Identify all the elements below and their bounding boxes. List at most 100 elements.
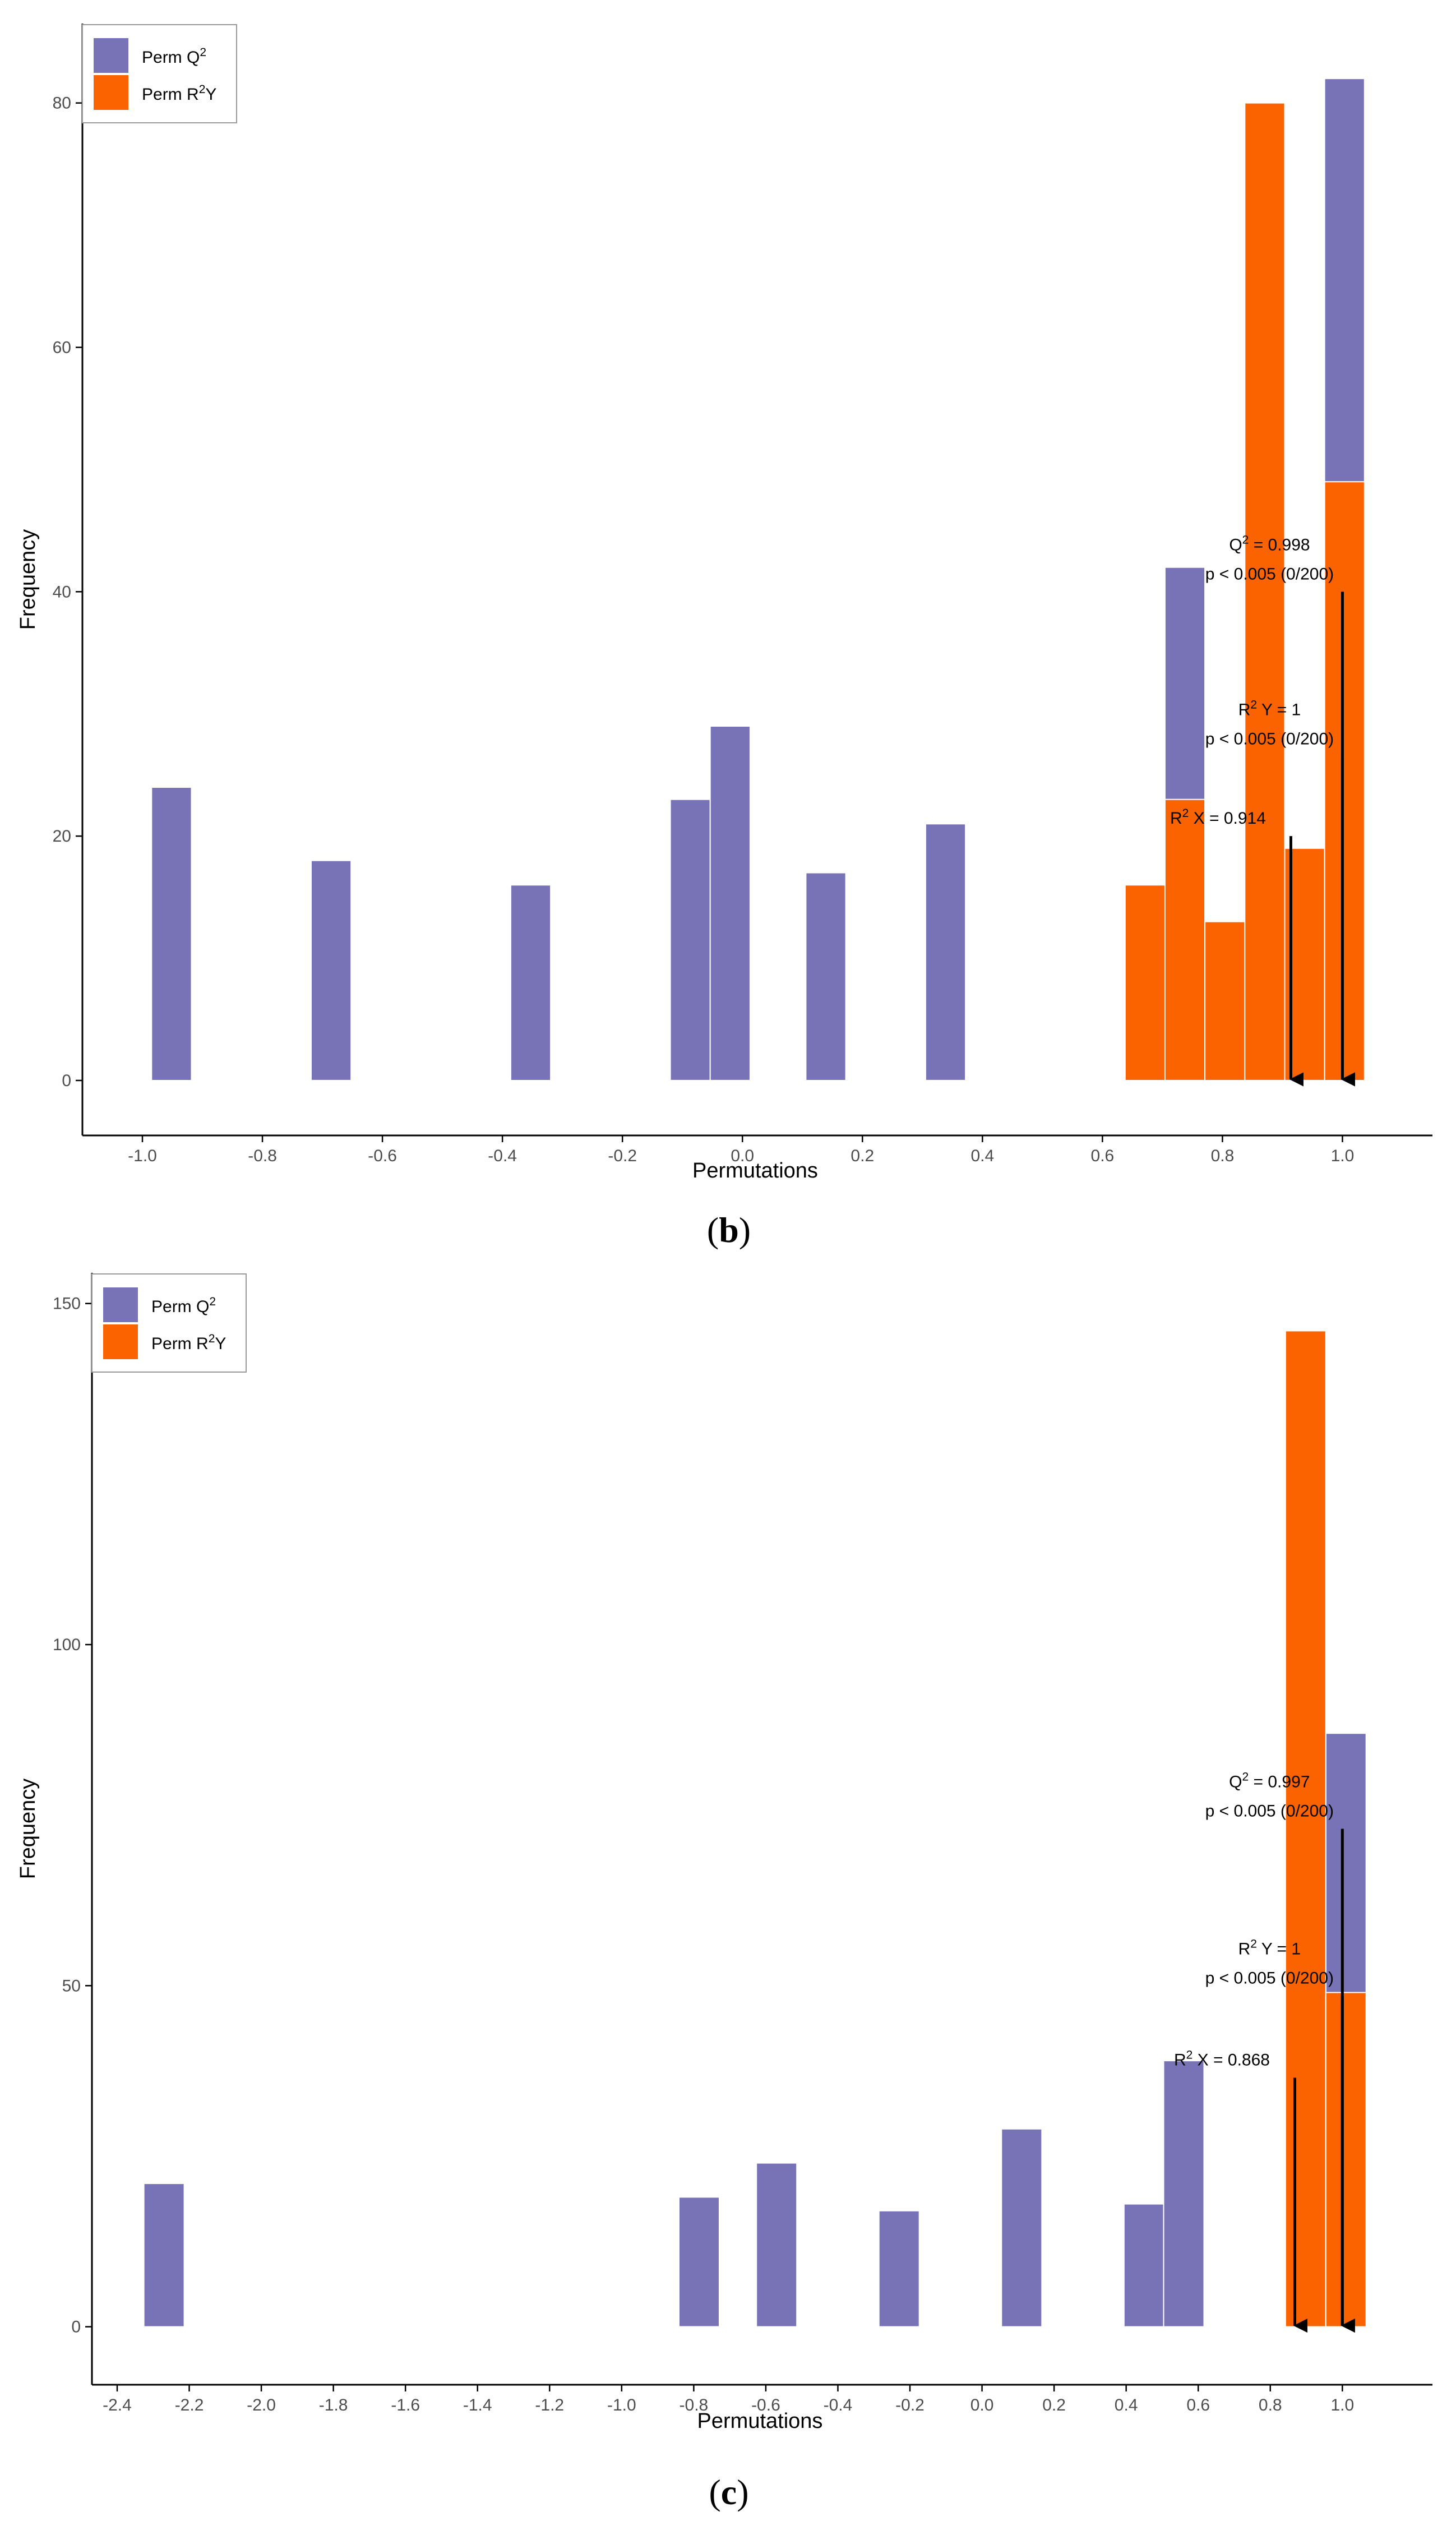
y-axis-title: Frequency [16, 1779, 40, 1880]
annotation-sup: 2 [1182, 807, 1189, 820]
bar-q2 [805, 872, 847, 1081]
x-tick-label: -0.2 [608, 1147, 637, 1165]
annotation-text: R2 X = 0.868 [1174, 2049, 1270, 2070]
bar-q2 [311, 860, 352, 1081]
x-tick-label: -2.4 [103, 2396, 132, 2414]
series-r2y [1284, 1330, 1367, 2328]
legend-label-main: Perm Q [151, 1297, 209, 1316]
annotation-sup: 2 [1186, 2049, 1193, 2062]
legend-label-after: Y [215, 1335, 226, 1353]
annotation-r2y: R2 Y = 1 p < 0.005 (0/200) [1205, 1938, 1355, 2333]
x-tick-label: -0.4 [824, 2396, 853, 2414]
bar-q2 [678, 2196, 720, 2328]
legend-label-main: Perm R [142, 85, 199, 104]
legend-swatch-q2 [94, 38, 128, 73]
y-tick-label: 80 [53, 94, 71, 113]
annotation-symbol: Q [1229, 535, 1242, 554]
x-tick-label: -0.4 [488, 1147, 517, 1165]
x-tick-label: -0.2 [895, 2396, 925, 2414]
x-tick-label: 0.6 [1091, 1147, 1115, 1165]
panel-label-open-paren: ( [709, 2472, 720, 2512]
x-tick-label: -1.2 [535, 2396, 564, 2414]
bar-q2 [1001, 2128, 1043, 2328]
annotation-line: p < 0.005 (0/200) [1205, 565, 1334, 583]
x-tick-label: 0.8 [1259, 2396, 1282, 2414]
x-tick-label: 0.0 [970, 2396, 994, 2414]
x-tick-label: -0.6 [368, 1147, 397, 1165]
bar-q2 [510, 884, 552, 1082]
legend-label-main: Perm R [151, 1335, 209, 1353]
legend-swatch-q2 [103, 1287, 138, 1322]
x-tick-label: -1.6 [391, 2396, 420, 2414]
x-tick-label: -0.8 [248, 1147, 277, 1165]
x-tick-label: 0.4 [970, 1147, 994, 1165]
y-tick-label: 20 [53, 827, 71, 846]
annotation-value: X = 0.868 [1192, 2051, 1270, 2070]
panel-label-letter: b [719, 1210, 739, 1250]
bar-r2y [1325, 1992, 1367, 2328]
y-tick-label: 60 [53, 338, 71, 357]
annotation-sup: 2 [1242, 533, 1249, 546]
annotation-value: X = 0.914 [1189, 809, 1266, 828]
annotation-text: p < 0.005 (0/200) [1205, 729, 1334, 748]
annotation-symbol: R [1174, 2051, 1186, 2070]
legend-label-sup: 2 [209, 1295, 216, 1308]
legend-label-sup: 2 [199, 83, 206, 96]
bar-q2 [925, 823, 967, 1081]
y-tick-label: 0 [71, 2318, 81, 2337]
y-tick-label: 40 [53, 583, 71, 601]
annotation-line: p < 0.005 (0/200) [1205, 1802, 1334, 1821]
x-tick-label: 0.0 [731, 1147, 754, 1165]
y-tick-label: 0 [62, 1072, 71, 1090]
bar-r2y [1284, 1330, 1326, 2328]
annotation-text: R2 Y = 1 [1238, 698, 1301, 719]
legend-swatch-r2y [103, 1324, 138, 1359]
annotation-value: = 0.997 [1249, 1773, 1310, 1791]
x-tick-label: 1.0 [1331, 1147, 1355, 1165]
annotation-sup: 2 [1250, 698, 1257, 711]
bar-r2y [1204, 921, 1246, 1081]
legend-label-r2y: Perm R2Y [142, 83, 216, 104]
annotation-symbol: R [1238, 1940, 1251, 1959]
x-tick-label: 0.6 [1186, 2396, 1210, 2414]
bar-r2y [1164, 798, 1206, 1081]
bar-q2 [756, 2162, 798, 2328]
x-tick-label: 1.0 [1330, 2396, 1354, 2414]
x-tick-label: 0.8 [1211, 1147, 1235, 1165]
x-tick-label: 0.2 [1042, 2396, 1066, 2414]
annotation-r2y: R2 Y = 1 p < 0.005 (0/200) [1205, 698, 1355, 1087]
x-tick-label: -2.2 [175, 2396, 204, 2414]
bar-r2y [1244, 102, 1286, 1081]
y-tick-label: 150 [53, 1295, 81, 1313]
annotation-r2x: R2 X = 0.914 [1170, 807, 1304, 1087]
annotation-symbol: R [1170, 809, 1182, 828]
bar-q2 [1163, 2060, 1205, 2328]
bar-r2y [1124, 884, 1166, 1082]
annotation-value: Y = 1 [1257, 1940, 1301, 1959]
x-tick-label: -0.6 [751, 2396, 780, 2414]
chart-panel-c: -2.4 -2.2 -2.0 -1.8 -1.6 -1.4 -1.2 -1.0 -0.8 -0.6… [16, 1273, 1432, 2512]
x-tick-label: -1.0 [607, 2396, 636, 2414]
legend-label-main: Perm Q [142, 48, 200, 67]
annotation-line: p < 0.005 (0/200) [1205, 1969, 1334, 1988]
x-tick-label: 0.2 [851, 1147, 874, 1165]
annotation-symbol: R [1238, 700, 1251, 719]
panel-label: (c) [709, 2472, 748, 2512]
legend-label-sup: 2 [200, 46, 206, 59]
bar-q2 [143, 2183, 185, 2328]
chart-panel-b: -1.0 -0.8 -0.6 -0.4 -0.2 0.0 0.2 0.4 0.6 0.8 1.0 0 2… [16, 24, 1432, 1250]
x-axis-title: Permutations [697, 2409, 823, 2433]
annotation-text: p < 0.005 (0/200) [1205, 565, 1334, 583]
x-tick-label: -2.0 [247, 2396, 276, 2414]
x-axis-title: Permutations [692, 1159, 818, 1183]
annotation-text: p < 0.005 (0/200) [1205, 1802, 1334, 1821]
panel-label-close-paren: ) [739, 1210, 751, 1250]
panel-label-letter: c [721, 2472, 737, 2512]
panel-label-close-paren: ) [737, 2472, 748, 2512]
bar-q2 [151, 787, 192, 1081]
legend-label-q2: Perm Q2 [142, 46, 206, 67]
legend-label-after: Y [205, 85, 216, 104]
